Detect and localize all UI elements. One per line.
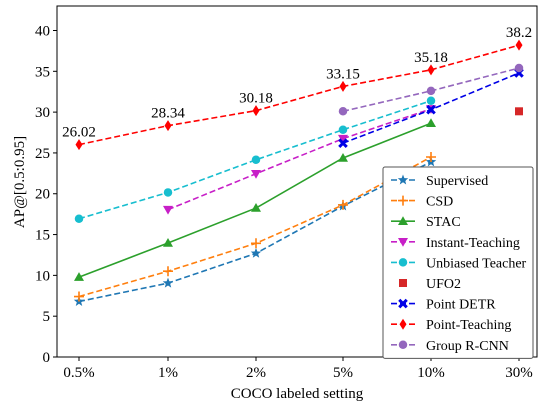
data-point xyxy=(252,105,260,117)
data-label: 26.02 xyxy=(62,125,96,141)
data-point xyxy=(251,155,261,165)
x-tick-label: 2% xyxy=(246,365,266,381)
data-point xyxy=(426,96,436,106)
data-point xyxy=(164,120,172,132)
annotations: 26.02 28.34 30.18 33.15 35.18 38.2 xyxy=(62,25,532,140)
legend-marker xyxy=(398,195,408,206)
data-point xyxy=(163,205,173,215)
legend-entry: Unbiased Teacher xyxy=(391,256,527,271)
legend: Supervised CSD STAC Instant-Teaching Unbiase… xyxy=(382,166,534,359)
legend-label: Instant-Teaching xyxy=(426,236,520,251)
data-point xyxy=(162,277,174,288)
data-point xyxy=(74,214,84,223)
legend-entry: Point DETR xyxy=(391,298,496,313)
x-tick-label: 5% xyxy=(333,365,353,381)
data-point xyxy=(338,138,348,148)
y-tick-label: 0 xyxy=(43,350,51,366)
data-point xyxy=(251,238,261,249)
data-label: 28.34 xyxy=(151,106,185,122)
series-csd xyxy=(74,152,436,302)
y-tick-label: 15 xyxy=(35,228,50,244)
data-point xyxy=(163,237,173,247)
series-ufo2 xyxy=(515,107,523,116)
legend-label: Unbiased Teacher xyxy=(426,256,527,271)
series-group-r-cnn xyxy=(338,63,524,116)
legend-label: UFO2 xyxy=(426,277,461,292)
data-label: 38.2 xyxy=(506,25,532,41)
legend-marker xyxy=(399,279,407,287)
y-tick-label: 20 xyxy=(35,187,50,203)
data-label: 30.18 xyxy=(239,91,273,107)
legend-label: Point-Teaching xyxy=(426,318,511,333)
data-point xyxy=(163,188,173,197)
legend-marker xyxy=(398,298,408,309)
data-point xyxy=(74,291,84,302)
series-line xyxy=(78,100,432,220)
data-label: 33.15 xyxy=(326,66,360,82)
axis-ticks: 0 5 10 15 20 25 30 35 40 0.5% 1% 2% 5% 10% 30% xyxy=(35,23,533,381)
data-point xyxy=(338,107,348,116)
legend-label: STAC xyxy=(426,215,461,230)
x-tick-label: 30% xyxy=(505,365,533,381)
data-point xyxy=(338,152,348,162)
data-point xyxy=(427,64,435,76)
series-layer xyxy=(73,39,524,306)
series-point-teaching xyxy=(75,39,523,151)
data-point xyxy=(515,107,523,116)
legend-marker xyxy=(397,174,409,185)
legend-box xyxy=(382,166,534,359)
data-point xyxy=(515,39,523,51)
y-tick-label: 40 xyxy=(35,23,50,39)
series-stac xyxy=(74,118,436,281)
legend-entry: CSD xyxy=(391,195,453,210)
legend-marker xyxy=(398,238,408,247)
legend-entry: Instant-Teaching xyxy=(391,236,520,251)
legend-entry: UFO2 xyxy=(399,277,461,292)
y-tick-label: 10 xyxy=(35,268,50,284)
legend-entry: Point-Teaching xyxy=(391,318,511,333)
legend-label: Group R-CNN xyxy=(426,339,509,354)
legend-entry: Group R-CNN xyxy=(391,339,509,354)
y-tick-label: 35 xyxy=(35,64,50,80)
y-tick-label: 25 xyxy=(35,146,50,162)
y-tick-label: 30 xyxy=(35,105,50,121)
legend-label: Supervised xyxy=(426,174,488,189)
data-point xyxy=(74,272,84,281)
legend-label: CSD xyxy=(426,195,453,210)
x-tick-label: 0.5% xyxy=(63,365,94,381)
legend-marker xyxy=(398,340,408,350)
data-point xyxy=(338,125,348,134)
data-point xyxy=(339,80,347,92)
data-point xyxy=(250,247,262,258)
legend-entry: Supervised xyxy=(391,174,488,189)
data-point xyxy=(75,139,83,151)
data-point xyxy=(251,169,261,179)
series-unbiased-teacher xyxy=(74,96,436,223)
legend-marker xyxy=(398,216,408,225)
data-point xyxy=(426,104,436,115)
series-line xyxy=(78,44,520,146)
x-axis-label: COCO labeled setting xyxy=(231,386,364,402)
data-point xyxy=(426,118,436,127)
x-tick-label: 1% xyxy=(158,365,178,381)
data-point xyxy=(338,134,348,144)
legend-label: Point DETR xyxy=(426,298,496,313)
y-axis-label: AP@[0.5:0.95] xyxy=(12,136,28,228)
y-tick-label: 5 xyxy=(43,309,51,325)
data-point xyxy=(163,266,173,277)
series-line xyxy=(167,108,432,211)
x-tick-label: 10% xyxy=(417,365,445,381)
legend-entry: STAC xyxy=(391,215,461,230)
legend-marker xyxy=(399,318,407,330)
data-label: 35.18 xyxy=(414,50,448,66)
data-point xyxy=(426,86,436,96)
data-point xyxy=(251,203,261,212)
legend-marker xyxy=(398,258,408,267)
data-point xyxy=(514,63,524,73)
data-point xyxy=(338,199,348,210)
data-point xyxy=(426,152,436,163)
